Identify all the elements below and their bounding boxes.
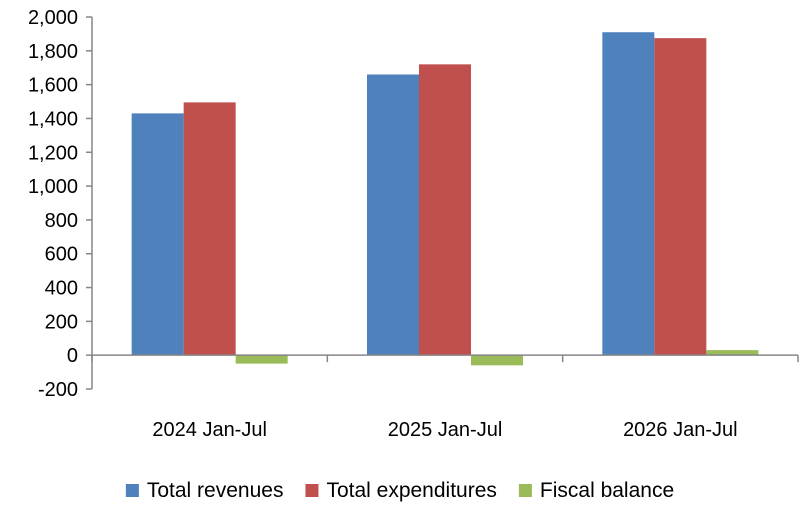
bar-2-3 <box>654 38 707 356</box>
x-category-label: 2025 Jan-Jul <box>388 419 503 441</box>
legend-item-2: Total expenditures <box>305 479 497 502</box>
bars-group <box>131 32 759 366</box>
y-tick-label: 400 <box>45 278 78 300</box>
y-tick-labels: -200 0 200 400 600 800 1,000 1,200 1,400 1,600 1,8… <box>28 7 78 401</box>
legend-label: Fiscal balance <box>540 479 674 502</box>
bar-1-1 <box>131 113 184 356</box>
legend-swatch <box>125 484 139 497</box>
y-tick-label: 1,600 <box>28 75 78 97</box>
x-category-label: 2024 Jan-Jul <box>152 419 267 441</box>
legend-swatch <box>518 484 532 497</box>
y-tick-label: 200 <box>45 311 78 333</box>
y-tick-label: 800 <box>45 210 78 232</box>
bar-1-3 <box>602 32 655 356</box>
x-category-labels: 2024 Jan-Jul 2025 Jan-Jul 2026 Jan-Jul <box>152 419 737 441</box>
legend: Total revenues Total expenditures Fiscal b… <box>125 479 674 502</box>
bar-3-1 <box>235 355 288 364</box>
bar-2-1 <box>183 102 236 356</box>
bar-3-3 <box>706 350 759 356</box>
legend-item-3: Fiscal balance <box>518 479 674 502</box>
axes-group <box>86 16 799 390</box>
y-tick-label: 1,800 <box>28 41 78 63</box>
y-tick-label: 0 <box>67 345 78 367</box>
y-tick-label: 1,000 <box>28 176 78 198</box>
bar-2-2 <box>419 64 471 356</box>
bar-1-2 <box>367 74 419 356</box>
legend-swatch <box>305 484 319 497</box>
legend-label: Total expenditures <box>326 479 496 502</box>
y-tick-label: 600 <box>45 244 78 266</box>
x-category-label: 2026 Jan-Jul <box>623 419 738 441</box>
y-tick-label: 1,400 <box>28 108 78 130</box>
legend-item-1: Total revenues <box>125 479 284 502</box>
y-tick-label: 1,200 <box>28 142 78 164</box>
y-tick-label: 2,000 <box>28 7 78 29</box>
legend-label: Total revenues <box>147 479 284 502</box>
y-tick-label: -200 <box>38 379 78 401</box>
bar-3-2 <box>471 355 523 366</box>
